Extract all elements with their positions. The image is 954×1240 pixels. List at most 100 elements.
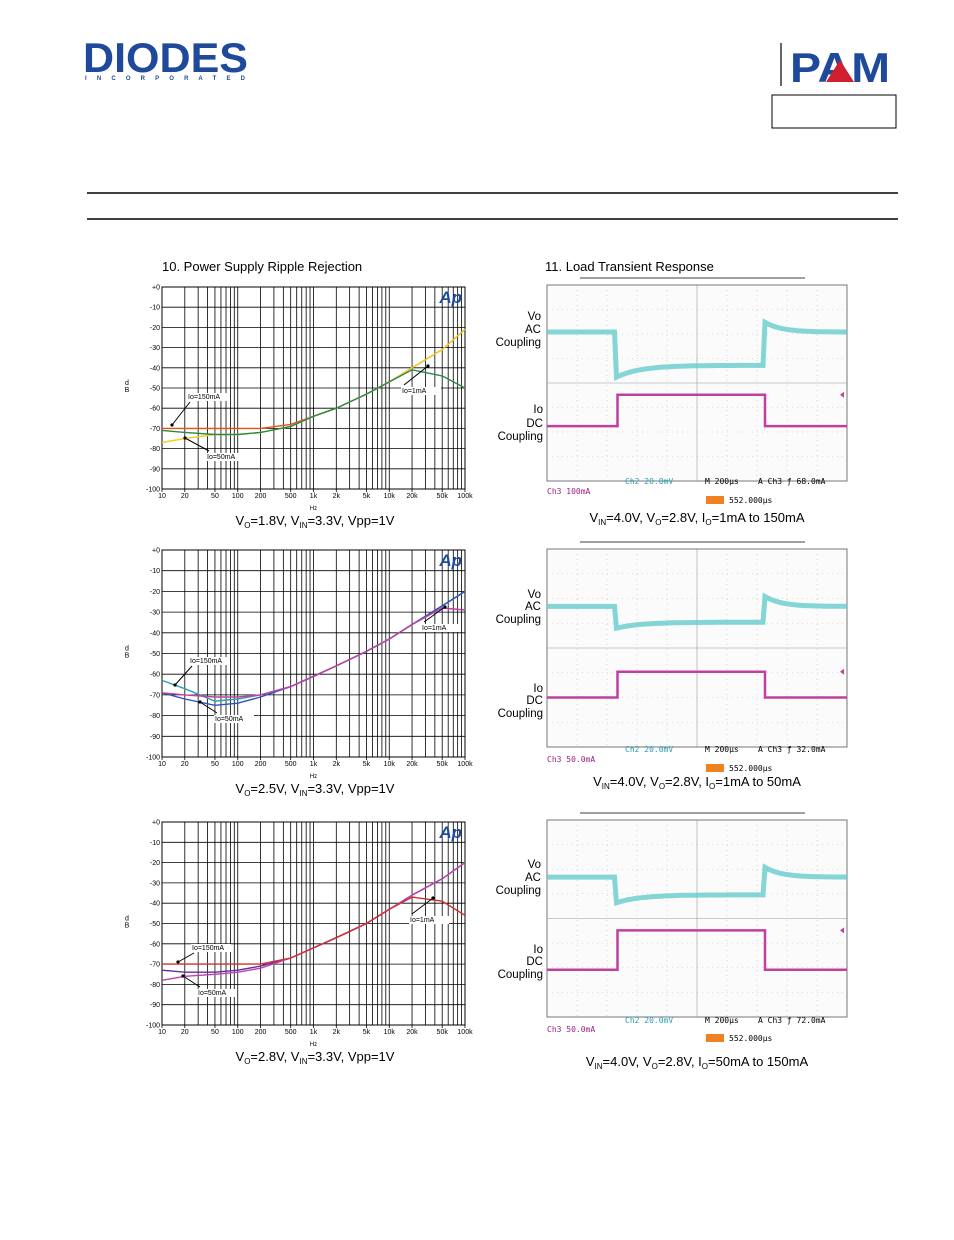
x-tick-label: 10: [158, 493, 166, 500]
curve-annotation: Io=50mA: [215, 716, 244, 723]
annotation-bg: [191, 944, 231, 952]
scope-ch3: Ch3 50.0mA: [547, 1025, 595, 1034]
scope-position: 552.000µs: [729, 764, 773, 773]
caption-text: =1mA to 150mA: [712, 510, 805, 525]
channel-label: Coupling: [496, 885, 541, 897]
x-tick-label: 500: [285, 1029, 297, 1036]
caption-subscript: IN: [602, 782, 610, 791]
x-tick-label: 20: [181, 1029, 189, 1036]
scope-trigger: A Ch3 ƒ 32.0mA: [758, 745, 826, 754]
io-trace: [547, 929, 847, 971]
x-tick-label: 1k: [310, 493, 318, 500]
channel-label: AC: [525, 872, 541, 884]
x-tick-label: 2k: [333, 493, 341, 500]
y-tick-label: -40: [150, 365, 160, 372]
arrow-head: [431, 896, 435, 900]
scope-ch3: Ch3 100mA: [547, 487, 591, 496]
caption-subscript: IN: [598, 518, 606, 527]
chart-logo: Ap: [438, 288, 462, 307]
curve-annotation: Io=150mA: [190, 658, 222, 665]
x-tick-label: 10: [158, 1029, 166, 1036]
x-axis-label: Hz: [310, 1042, 317, 1048]
annotation-arrow: [403, 365, 429, 386]
caption-text: =50mA to 150mA: [708, 1054, 808, 1069]
channel-label: Vo: [528, 589, 541, 601]
y-tick-label: -30: [150, 345, 160, 352]
x-tick-label: 100: [232, 761, 244, 768]
annotation-bg: [409, 916, 449, 924]
annotation-bg: [421, 624, 461, 632]
scope-trigger: A Ch3 ƒ 68.0mA: [758, 477, 826, 486]
x-tick-label: 20k: [406, 761, 418, 768]
caption-subscript: O: [659, 782, 665, 791]
caption-subscript: O: [702, 1062, 708, 1071]
y-tick-label: -10: [150, 840, 160, 847]
x-tick-label: 20: [181, 493, 189, 500]
channel-label: AC: [525, 601, 541, 613]
caption-subscript: O: [655, 518, 661, 527]
x-tick-label: 20k: [406, 493, 418, 500]
caption: VO=1.8V, VIN=3.3V, Vpp=1V: [236, 513, 395, 530]
x-tick-label: 5k: [363, 1029, 371, 1036]
caption-text: =2.8V, V: [250, 1049, 299, 1064]
caption-subscript: IN: [299, 789, 307, 798]
scope-ch3: Ch3 50.0mA: [547, 755, 595, 764]
chart-logo: Ap: [438, 551, 462, 570]
y-tick-label: -30: [150, 610, 160, 617]
section-title: 11. Load Transient Response: [545, 259, 714, 274]
pam-logo-accent: [826, 60, 854, 82]
curve-annotation: Io=50mA: [207, 454, 236, 461]
y-axis-label: dB: [124, 380, 131, 394]
caption-subscript: O: [244, 521, 250, 530]
scope-time: M 200µs: [705, 477, 739, 486]
x-tick-label: 10k: [384, 761, 396, 768]
caption-text: =2.8V, I: [665, 774, 709, 789]
caption-text: =3.3V, Vpp=1V: [307, 1049, 394, 1064]
annotation-bg: [189, 657, 229, 665]
arrow-head: [443, 605, 447, 609]
y-tick-label: -90: [150, 734, 160, 741]
caption-subscript: O: [705, 518, 711, 527]
scope-ch2: Ch2 20.0mV: [625, 745, 673, 754]
arrow-head: [426, 364, 430, 368]
y-axis-label: dB: [124, 916, 131, 930]
annotation-bg: [206, 453, 246, 461]
x-tick-label: 200: [255, 493, 267, 500]
channel-label: Io: [533, 944, 543, 956]
caption-text: =3.3V, Vpp=1V: [307, 781, 394, 796]
x-tick-label: 20: [181, 761, 189, 768]
annotation-bg: [401, 387, 441, 395]
caption-text: =1.8V, V: [250, 513, 299, 528]
y-tick-label: -40: [150, 630, 160, 637]
annotation-bg: [187, 393, 227, 401]
x-axis-label: Hz: [310, 774, 317, 780]
y-tick-label: -70: [150, 426, 160, 433]
arrow-head: [198, 700, 202, 704]
caption-text: V: [236, 781, 245, 796]
caption-subscript: IN: [595, 1062, 603, 1071]
x-tick-label: 1k: [310, 761, 318, 768]
arrow-head: [183, 436, 187, 440]
annotation-arrow: [171, 401, 191, 426]
y-tick-label: -20: [150, 589, 160, 596]
scope-ch2: Ch2 20.0mV: [625, 1016, 673, 1025]
scope-position: 552.000µs: [729, 1034, 773, 1043]
y-tick-label: +0: [152, 285, 160, 292]
x-tick-label: 100k: [457, 1029, 473, 1036]
y-tick-label: -40: [150, 901, 160, 908]
annotation-arrow: [199, 701, 218, 714]
x-tick-label: 2k: [333, 761, 341, 768]
x-tick-label: 2k: [333, 1029, 341, 1036]
x-tick-label: 50k: [437, 761, 449, 768]
y-tick-label: -70: [150, 962, 160, 969]
position-marker: [706, 1034, 724, 1042]
scope-trigger: A Ch3 ƒ 72.0mA: [758, 1016, 826, 1025]
y-tick-label: -30: [150, 880, 160, 887]
caption: VIN=4.0V, VO=2.8V, IO=1mA to 150mA: [589, 510, 804, 527]
x-tick-label: 10: [158, 761, 166, 768]
y-tick-label: -100: [146, 487, 160, 494]
caption-text: =4.0V, V: [603, 1054, 652, 1069]
channel-label: DC: [526, 956, 543, 968]
annotation-arrow: [411, 897, 434, 915]
caption-text: =3.3V, Vpp=1V: [307, 513, 394, 528]
